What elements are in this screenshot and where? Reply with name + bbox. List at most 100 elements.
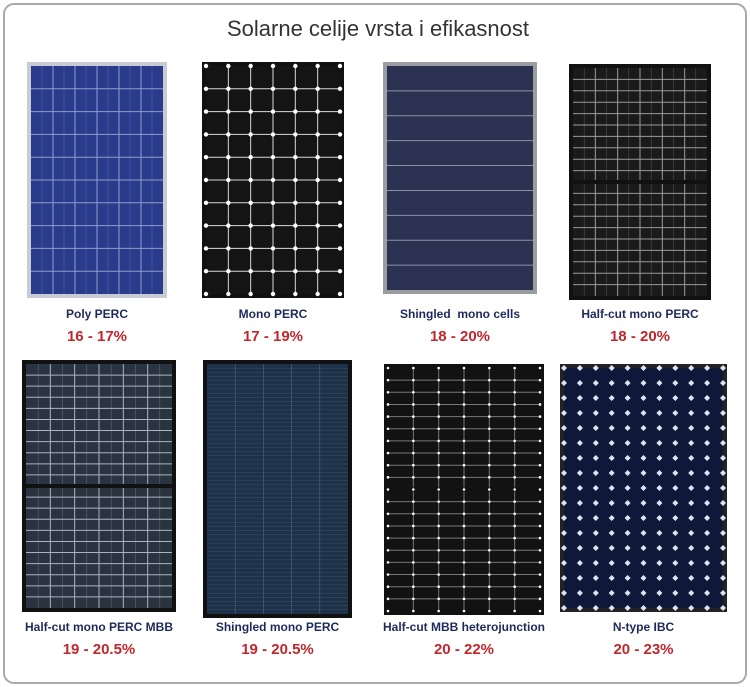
cell-corner xyxy=(561,545,567,551)
cell-corner xyxy=(412,512,415,516)
cell-corner xyxy=(270,86,276,92)
cell-corner xyxy=(386,573,390,576)
cell-corner xyxy=(720,575,726,581)
title: Solarne celije vrsta i efikasnost xyxy=(227,16,529,41)
cell-corner xyxy=(270,109,276,114)
cell-corner xyxy=(538,585,542,588)
cell-corner xyxy=(640,380,647,386)
cell-corner xyxy=(592,515,599,521)
cell-corner xyxy=(608,590,615,596)
cell-corner xyxy=(672,545,679,551)
cell-corner xyxy=(656,515,663,521)
cell-corner xyxy=(592,500,599,506)
cell-corner xyxy=(656,470,663,476)
cell-corner xyxy=(538,609,542,613)
cell-corner xyxy=(462,573,466,576)
cell-corner xyxy=(248,132,253,137)
cell-corner xyxy=(437,536,440,540)
panel-efficiency: 19 - 20.5% xyxy=(241,641,314,658)
cell-corner xyxy=(386,391,390,394)
cell-corner xyxy=(656,500,663,506)
cell-corner xyxy=(672,365,679,371)
cell-corner xyxy=(561,395,567,401)
cell-corner xyxy=(513,403,516,406)
cell-corner xyxy=(293,269,298,274)
cell-corner xyxy=(672,440,679,446)
panel-image xyxy=(203,360,352,618)
cell-corner xyxy=(624,560,631,566)
cell-corner xyxy=(704,605,711,611)
cell-corner xyxy=(561,515,567,521)
cell-corner xyxy=(462,378,466,382)
cell-corner xyxy=(315,63,320,69)
cell-corner xyxy=(488,378,491,382)
panel-image xyxy=(22,360,176,612)
cell-corner xyxy=(412,439,415,443)
cell-corner xyxy=(561,365,567,371)
cell-corner xyxy=(462,512,466,516)
cell-corner xyxy=(203,200,209,205)
cell-corner xyxy=(561,380,567,386)
cell-corner xyxy=(720,530,726,536)
cell-corner xyxy=(688,485,695,491)
panel-image xyxy=(384,364,544,615)
cell-corner xyxy=(513,476,516,479)
cell-corner xyxy=(688,395,695,401)
cell-corner xyxy=(592,455,599,461)
cell-corner xyxy=(640,545,647,551)
cell-corner xyxy=(576,395,583,401)
cell-corner xyxy=(337,63,343,69)
cell-corner xyxy=(437,439,440,443)
cell-corner xyxy=(513,391,516,394)
cell-corner xyxy=(592,605,599,611)
cell-corner xyxy=(576,530,583,536)
cell-corner xyxy=(412,585,415,588)
cell-corner xyxy=(488,366,491,370)
cell-corner xyxy=(488,585,491,588)
cell-corner xyxy=(576,380,583,386)
cell-corner xyxy=(720,560,726,566)
cell-corner xyxy=(203,86,209,92)
cell-corner xyxy=(672,380,679,386)
cell-corner xyxy=(561,605,567,611)
split-gap xyxy=(573,180,707,184)
cell-corner xyxy=(226,86,231,92)
cell-corner xyxy=(720,395,726,401)
cell-corner xyxy=(248,155,253,160)
cell-corner xyxy=(561,425,567,431)
cell-corner xyxy=(315,223,320,228)
cell-corner xyxy=(488,536,491,540)
cell-corner xyxy=(538,488,542,491)
cell-corner xyxy=(624,470,631,476)
cell-corner xyxy=(688,500,695,506)
cell-corner xyxy=(270,177,276,183)
cell-corner xyxy=(337,291,343,297)
cell-corner xyxy=(592,575,599,581)
cell-corner xyxy=(561,485,567,491)
cell-corner xyxy=(488,488,491,491)
cell-corner xyxy=(488,463,491,467)
cell-corner xyxy=(592,560,599,566)
cell-corner xyxy=(538,512,542,516)
cell-corner xyxy=(656,440,663,446)
cell-corner xyxy=(248,177,253,183)
cell-corner xyxy=(624,590,631,596)
cell-corner xyxy=(608,410,615,416)
cell-corner xyxy=(488,561,491,564)
cell-corner xyxy=(488,476,491,479)
cell-corner xyxy=(337,132,343,137)
cell-corner xyxy=(386,378,390,382)
cell-corner xyxy=(576,500,583,506)
cell-corner xyxy=(293,246,298,251)
cell-corner xyxy=(386,463,390,467)
cell-corner xyxy=(656,530,663,536)
cell-corner xyxy=(462,488,466,491)
cell-corner xyxy=(640,590,647,596)
panel-image xyxy=(560,364,727,612)
cell-corner xyxy=(412,561,415,564)
cell-corner xyxy=(226,177,231,183)
cell-corner xyxy=(270,63,276,69)
cell-corner xyxy=(576,455,583,461)
cell-corner xyxy=(624,545,631,551)
cell-corner xyxy=(538,548,542,552)
